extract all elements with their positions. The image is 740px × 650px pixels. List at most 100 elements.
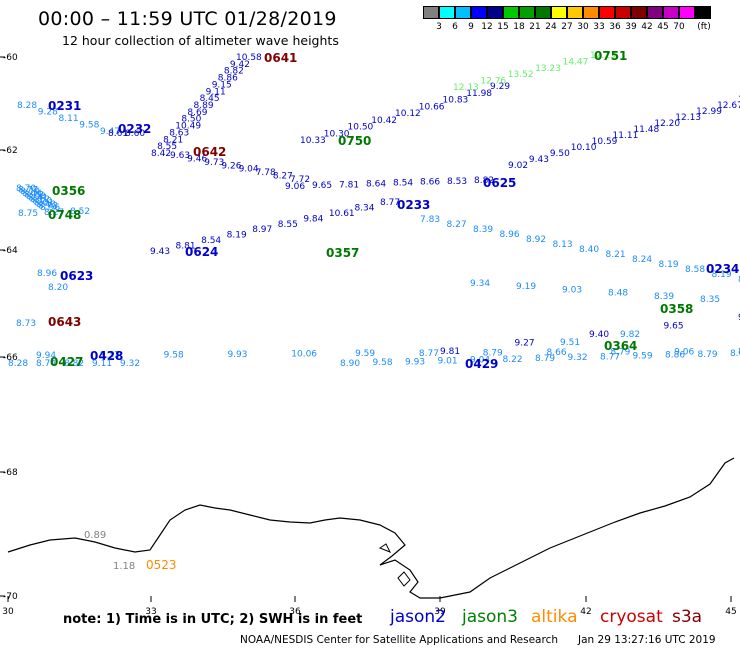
swh-value: 9.84	[303, 214, 323, 224]
legend-swatch	[583, 6, 599, 19]
swh-value: 8.75	[18, 209, 38, 219]
legend-swatch	[551, 6, 567, 19]
swh-value: 8.20	[32, 197, 52, 207]
swh-value: 8.97	[252, 225, 272, 235]
legend-swatch	[663, 6, 679, 19]
swh-value: 8.79	[483, 348, 503, 358]
swh-value: 9.32	[568, 353, 588, 363]
swh-value: 8.66	[730, 349, 740, 359]
swh-value: 10.58	[236, 53, 262, 63]
swh-value: 7.83	[420, 215, 440, 225]
swh-value: 9.65	[664, 322, 684, 332]
swh-value: 9.59	[355, 349, 375, 359]
pass-time-label: 0624	[185, 245, 218, 259]
legend-swatch	[503, 6, 519, 19]
pass-time-label: 0356	[52, 184, 85, 198]
swh-value: 12.13	[675, 113, 701, 123]
pass-time-label: 0428	[90, 349, 123, 363]
swh-value: 9.34	[470, 279, 490, 289]
swh-value: 14.47	[563, 57, 589, 67]
swh-value: 8.43	[36, 200, 56, 210]
pass-time-label: 0427	[50, 355, 83, 369]
legend-swatch	[423, 6, 439, 19]
swh-value: 8.28	[17, 101, 37, 111]
swh-value: 9.04	[239, 165, 259, 175]
pass-time-label: 0623	[60, 269, 93, 283]
swh-value: 8.41	[28, 194, 48, 204]
swh-value: 9.28	[38, 108, 58, 118]
swh-value: 9.65	[312, 181, 332, 191]
swh-value: 9.26	[221, 161, 241, 171]
swh-value: 9.42	[230, 60, 250, 70]
legend-label: 15	[497, 22, 509, 32]
swh-value: 9.24	[738, 313, 740, 323]
swh-value: 8.58	[685, 265, 705, 275]
swh-value: 11.48	[633, 125, 659, 135]
lat-label: -60	[3, 53, 18, 63]
swh-value: 9.19	[516, 282, 536, 292]
swh-value: 9.11	[206, 87, 226, 97]
swh-value: 9.51	[560, 338, 580, 348]
swh-value: 8.40	[579, 245, 599, 255]
swh-value: 9.27	[515, 339, 535, 349]
swh-value: 8.19	[227, 231, 247, 241]
swh-value: 8.81	[176, 242, 196, 252]
swh-value: 10.66	[419, 102, 445, 112]
pass-time-label: 0751	[594, 49, 627, 63]
legend-label: 39	[625, 22, 637, 32]
swh-value: 9.04	[470, 356, 490, 366]
swh-value: 8.79	[535, 354, 555, 364]
pass-time-label: 0641	[264, 51, 297, 65]
swh-value: 11.11	[613, 131, 639, 141]
swh-value: 12.13	[590, 51, 616, 61]
swh-value: 8.61	[108, 129, 128, 139]
legend-label: 30	[577, 22, 589, 32]
pass-time-label: 0233	[397, 198, 430, 212]
swh-value: 10.12	[395, 109, 421, 119]
swh-value: 8.35	[700, 295, 720, 305]
swh-value: 8.79	[698, 350, 718, 360]
swh-value: 12.13	[453, 83, 479, 93]
swh-value: 8.66	[420, 178, 440, 188]
swh-value: 8.73	[38, 201, 58, 211]
swh-value: 10.59	[592, 137, 618, 147]
swh-value: 8.44	[22, 189, 42, 199]
legend-label: 33	[593, 22, 605, 32]
swh-value: 8.20	[48, 283, 68, 293]
swh-value: 8.74	[20, 187, 40, 197]
swh-value: 9.58	[164, 350, 184, 360]
swh-value: 13.23	[535, 64, 561, 74]
swh-value: 8.74	[36, 359, 56, 369]
lon-label: 30	[2, 607, 14, 617]
footnote: note: 1) Time is in UTC; 2) SWH is in fe…	[63, 612, 363, 627]
credit-line: NOAA/NESDIS Center for Satellite Applica…	[240, 634, 558, 646]
swh-value: 10.33	[300, 136, 326, 146]
swh-value: 9.43	[150, 247, 170, 257]
pass-time-label: 0642	[193, 145, 226, 159]
swh-value: 8.01	[34, 198, 54, 208]
legend-unit: (ft)	[697, 22, 711, 32]
swh-value: 8.96	[500, 230, 520, 240]
pass-time-label: 0748	[48, 208, 81, 222]
sat-altika: altika	[531, 607, 578, 627]
legend-swatch	[615, 6, 631, 19]
swh-value: 8.34	[354, 203, 374, 213]
swh-value: 8.3	[738, 347, 740, 357]
swh-value: 12.76	[480, 77, 506, 87]
pass-time-label: 0234	[706, 262, 739, 276]
swh-value: 9.47	[100, 127, 120, 137]
legend-swatch	[519, 6, 535, 19]
swh-value: 8.77	[380, 198, 400, 208]
swh-value: 9.11	[92, 359, 112, 369]
swh-value: 8.77	[419, 349, 439, 359]
swh-value: 8.63	[169, 128, 189, 138]
swh-value: 8.70	[16, 184, 36, 194]
swh-value: 9.03	[562, 285, 582, 295]
swh-value: 8.19	[712, 270, 732, 280]
coast-islet	[397, 571, 411, 587]
pass-time-label: 0643	[48, 315, 81, 329]
swh-value: 13.52	[508, 70, 534, 80]
lon-label: 33	[145, 607, 156, 617]
lon-label: 36	[289, 607, 301, 617]
